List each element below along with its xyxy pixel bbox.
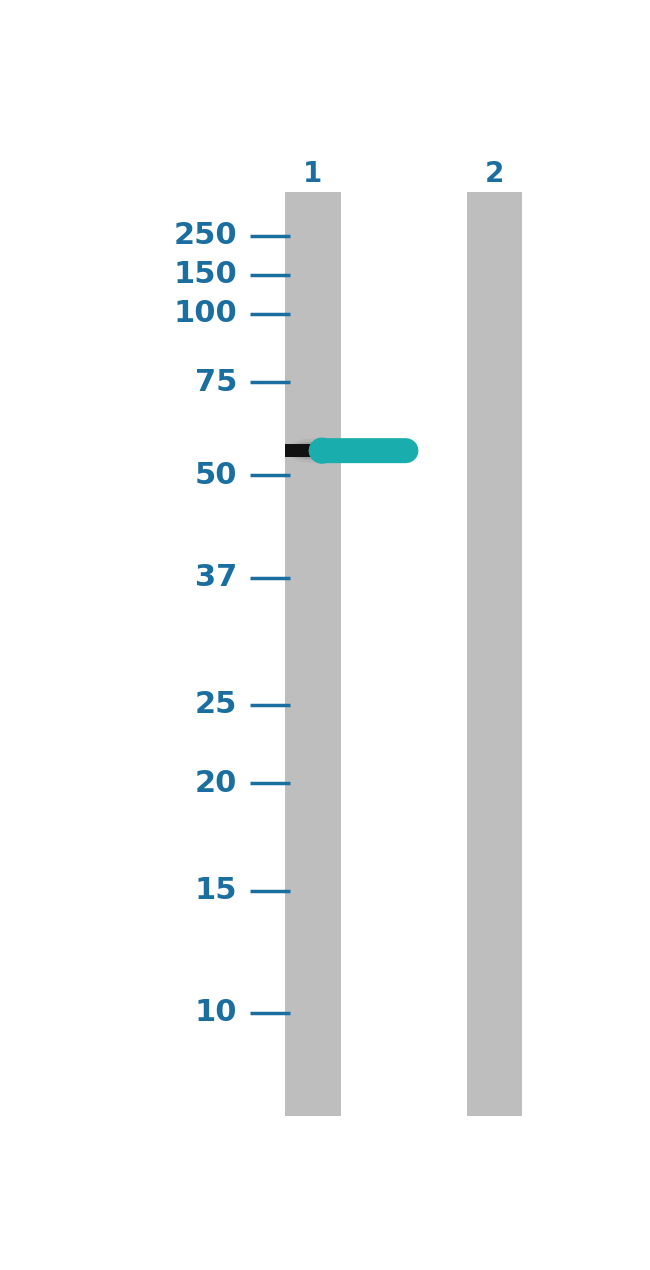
Text: 10: 10 [195,998,237,1027]
Bar [285,444,341,457]
Text: 1: 1 [304,160,322,188]
Ellipse shape [287,442,339,460]
Text: 25: 25 [195,691,237,719]
Text: 37: 37 [195,564,237,592]
Text: 75: 75 [195,368,237,396]
Text: 150: 150 [174,260,237,290]
Ellipse shape [287,438,339,462]
Text: 250: 250 [174,221,237,250]
Bar [285,192,341,1115]
Text: 15: 15 [195,876,237,906]
Text: 100: 100 [174,300,237,328]
Text: 2: 2 [485,160,504,188]
Bar [467,192,522,1115]
Text: 20: 20 [195,768,237,798]
Text: 50: 50 [195,461,237,490]
Ellipse shape [287,444,339,456]
